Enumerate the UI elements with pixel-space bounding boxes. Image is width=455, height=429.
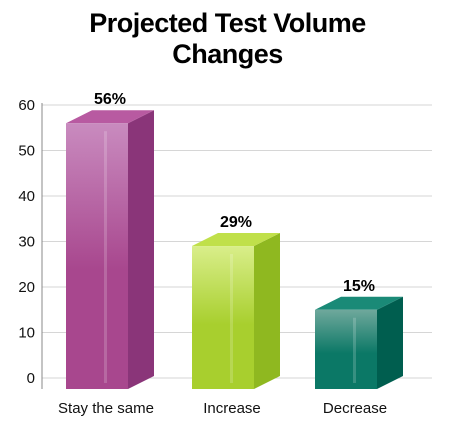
bar-side-increase [254,233,280,389]
x-axis: Stay the same Increase Decrease [58,400,387,417]
bar-highlight-decrease [353,317,356,383]
bar-front-stay [66,123,128,389]
bar-top-increase [192,233,280,247]
y-tick-label-30: 30 [18,234,35,251]
bar-top-stay [66,110,154,124]
y-tick-label-40: 40 [18,188,35,205]
chart-title-line-1: Projected Test Volume [89,8,366,38]
bar-highlight-stay [104,131,107,383]
data-label-decrease: 15% [343,278,375,295]
bar-stay [66,110,154,389]
bar-highlight-increase [230,254,233,383]
data-label-increase: 29% [220,214,252,231]
y-axis: 0 10 20 30 40 50 60 [18,97,43,389]
bar-side-decrease [377,296,403,389]
x-tick-label-stay: Stay the same [58,400,154,417]
chart-title: Projected Test Volume Changes [0,8,455,70]
bar-increase [192,233,280,389]
y-tick-label-50: 50 [18,143,35,160]
chart-title-line-2: Changes [172,39,283,69]
bar-front-increase [192,246,254,389]
y-tick-label-0: 0 [27,370,35,387]
y-tick-label-60: 60 [18,97,35,114]
bars [66,110,403,389]
bar-decrease [315,296,403,389]
data-labels: 56% 29% 15% [94,91,375,295]
bar-front-decrease [315,309,377,389]
bar-top-decrease [315,296,403,310]
y-tick-label-20: 20 [18,279,35,296]
x-tick-label-increase: Increase [203,400,261,417]
bar-side-stay [128,110,154,389]
data-label-stay: 56% [94,91,126,108]
x-tick-label-decrease: Decrease [323,400,387,417]
y-tick-label-10: 10 [18,325,35,342]
